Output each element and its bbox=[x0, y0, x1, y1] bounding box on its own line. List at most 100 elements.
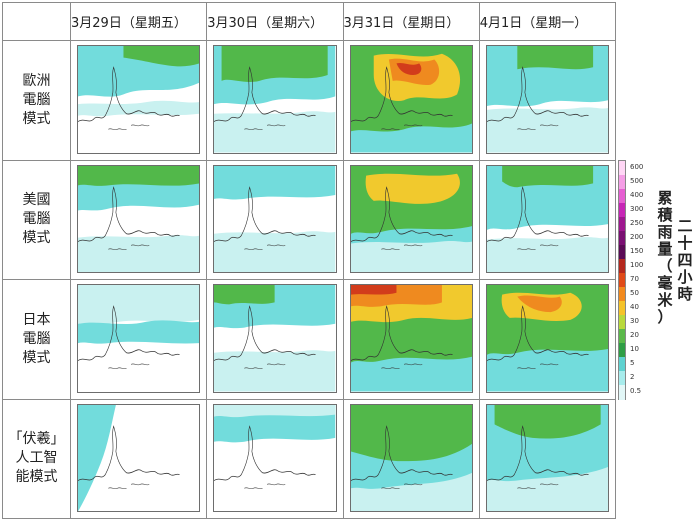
map-panel bbox=[349, 45, 473, 154]
legend-tick-label: 100 bbox=[630, 260, 644, 269]
forecast-table: 3月29日（星期五） 3月30日（星期六） 3月31日（星期日） 4月1日（星期… bbox=[2, 2, 617, 519]
legend-title-char: 二 bbox=[677, 217, 693, 235]
legend-swatch bbox=[619, 315, 625, 330]
legend-swatch bbox=[619, 175, 625, 190]
rainfall-map bbox=[478, 398, 617, 519]
legend-tick-label: 200 bbox=[630, 232, 644, 241]
legend-color-bar bbox=[618, 160, 626, 400]
rainfall-map bbox=[206, 159, 344, 280]
rainfall-contour-map bbox=[350, 165, 472, 272]
map-panel bbox=[77, 164, 201, 273]
legend-title-char: 米 bbox=[657, 291, 673, 309]
rainfall-map bbox=[206, 398, 344, 519]
rainfall-contour-map bbox=[350, 46, 472, 153]
map-panel bbox=[213, 45, 337, 154]
header-row: 3月29日（星期五） 3月30日（星期六） 3月31日（星期日） 4月1日（星期… bbox=[2, 2, 617, 41]
map-panel bbox=[77, 45, 201, 154]
legend-tick-label: 70 bbox=[630, 274, 639, 283]
rainfall-map bbox=[69, 159, 208, 280]
map-panel bbox=[213, 403, 337, 512]
rainfall-contour-map bbox=[78, 46, 200, 153]
legend-title-char: ） bbox=[657, 308, 673, 326]
legend-tick-label: 150 bbox=[630, 246, 644, 255]
rainfall-contour-map bbox=[214, 46, 336, 153]
legend-swatch bbox=[619, 287, 625, 302]
rainfall-map bbox=[478, 159, 617, 280]
column-header: 3月30日（星期六） bbox=[206, 2, 344, 41]
legend-swatch bbox=[619, 189, 625, 204]
legend-tick-label: 20 bbox=[630, 330, 639, 339]
legend-tick-label: 300 bbox=[630, 204, 644, 213]
rainfall-contour-map bbox=[214, 285, 336, 392]
legend-swatch bbox=[619, 357, 625, 372]
column-header: 3月29日（星期五） bbox=[69, 2, 208, 41]
rainfall-map bbox=[342, 398, 480, 519]
legend-title-unit: 累積雨量（毫米） bbox=[656, 190, 674, 326]
legend-swatch bbox=[619, 371, 625, 386]
legend-swatch bbox=[619, 385, 625, 400]
legend-title-period: 二十四小時 bbox=[676, 218, 694, 303]
map-panel bbox=[485, 45, 609, 154]
rainfall-contour-map bbox=[78, 165, 200, 272]
rainfall-contour-map bbox=[486, 285, 608, 392]
rainfall-map bbox=[342, 279, 480, 400]
legend-swatch bbox=[619, 231, 625, 246]
legend-tick-label: 50 bbox=[630, 288, 639, 297]
legend-title-char: 雨 bbox=[657, 223, 673, 241]
rainfall-contour-map bbox=[214, 165, 336, 272]
rainfall-contour-map bbox=[486, 46, 608, 153]
legend-tick-label: 400 bbox=[630, 190, 644, 199]
rainfall-map bbox=[69, 40, 208, 161]
legend-title-char: 四 bbox=[677, 251, 693, 269]
map-panel bbox=[213, 284, 337, 393]
column-header: 3月31日（星期日） bbox=[342, 2, 480, 41]
model-row-fuxi: 「伏羲」 人工智 能模式 bbox=[2, 398, 617, 519]
row-header: 歐洲 電腦 模式 bbox=[2, 40, 71, 161]
legend-tick-label: 250 bbox=[630, 218, 644, 227]
map-panel bbox=[485, 403, 609, 512]
legend-title-char: 小 bbox=[677, 268, 693, 286]
legend-swatch bbox=[619, 161, 625, 176]
rainfall-color-legend: 600 500 400 300 250 200 150 100 70 50 40 30 20 10 5 2 0.… bbox=[618, 160, 652, 400]
rainfall-map bbox=[478, 40, 617, 161]
legend-swatch bbox=[619, 259, 625, 274]
corner-cell bbox=[2, 2, 71, 41]
rainfall-contour-map bbox=[350, 285, 472, 392]
legend-tick-label: 40 bbox=[630, 302, 639, 311]
legend-swatch bbox=[619, 203, 625, 218]
legend-title-char: 積 bbox=[657, 206, 673, 224]
row-header: 美國 電腦 模式 bbox=[2, 159, 71, 280]
rainfall-contour-map bbox=[78, 404, 200, 511]
map-panel bbox=[349, 164, 473, 273]
map-panel bbox=[77, 284, 201, 393]
map-panel bbox=[213, 164, 337, 273]
legend-tick-label: 10 bbox=[630, 344, 639, 353]
legend-swatch bbox=[619, 245, 625, 260]
model-row-ecmwf: 歐洲 電腦 模式 bbox=[2, 40, 617, 161]
rainfall-map bbox=[69, 398, 208, 519]
rainfall-contour-map bbox=[486, 165, 608, 272]
legend-title-char: 量 bbox=[657, 240, 673, 258]
map-panel bbox=[349, 284, 473, 393]
legend-tick-label: 600 bbox=[630, 162, 644, 171]
rainfall-map bbox=[69, 279, 208, 400]
rainfall-map bbox=[342, 159, 480, 280]
model-row-ncep: 美國 電腦 模式 bbox=[2, 159, 617, 280]
rainfall-contour-map bbox=[350, 404, 472, 511]
legend-swatch bbox=[619, 343, 625, 358]
legend-title-char: 毫 bbox=[657, 274, 673, 292]
rainfall-map bbox=[206, 40, 344, 161]
legend-tick-label: 2 bbox=[630, 372, 635, 381]
column-header: 4月1日（星期一） bbox=[478, 2, 617, 41]
legend-title-char: 累 bbox=[657, 189, 673, 207]
rainfall-contour-map bbox=[486, 404, 608, 511]
model-row-jma: 日本 電腦 模式 bbox=[2, 279, 617, 400]
row-header: 「伏羲」 人工智 能模式 bbox=[2, 398, 71, 519]
map-panel bbox=[485, 164, 609, 273]
legend-swatch bbox=[619, 301, 625, 316]
legend-tick-label: 0.5 bbox=[630, 386, 642, 395]
map-panel bbox=[485, 284, 609, 393]
rainfall-contour-map bbox=[78, 285, 200, 392]
legend-tick-label: 5 bbox=[630, 358, 635, 367]
legend-title-char: 時 bbox=[677, 285, 693, 303]
